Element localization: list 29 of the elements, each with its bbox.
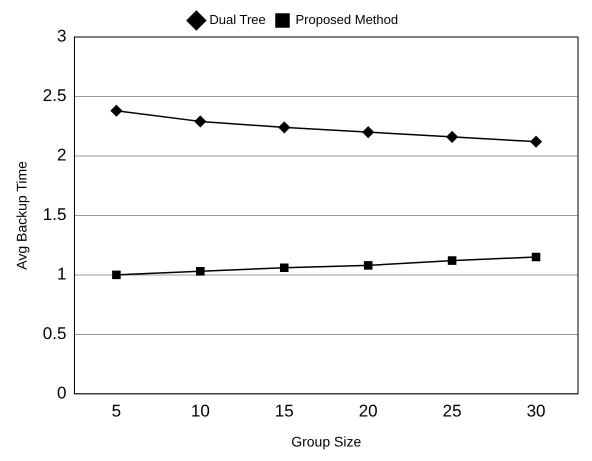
point bbox=[530, 136, 542, 148]
point bbox=[194, 116, 206, 128]
y-tick-label: 0.5 bbox=[42, 324, 66, 344]
y-tick-label: 2 bbox=[56, 146, 66, 165]
point bbox=[362, 126, 374, 138]
y-axis-title: Avg Backup Time bbox=[13, 160, 30, 270]
y-tick-label: 1 bbox=[56, 264, 66, 284]
x-tick-label: 5 bbox=[112, 402, 122, 421]
x-tick-label: 10 bbox=[190, 402, 210, 421]
y-tick-label: 1.5 bbox=[42, 205, 66, 224]
y-tick-label: 2.5 bbox=[42, 86, 66, 106]
point bbox=[446, 131, 458, 143]
point bbox=[112, 270, 121, 280]
point bbox=[448, 256, 456, 265]
point bbox=[278, 122, 290, 134]
point bbox=[280, 263, 289, 272]
point bbox=[196, 267, 205, 276]
x-tick-label: 20 bbox=[358, 402, 378, 421]
x-tick-label: 30 bbox=[526, 402, 546, 421]
x-tick-label: 25 bbox=[442, 402, 462, 421]
point bbox=[532, 252, 540, 262]
x-axis-title: Group Size bbox=[291, 433, 362, 450]
x-tick-label: 15 bbox=[274, 402, 294, 421]
y-tick-label: 3 bbox=[56, 26, 66, 46]
legend-label: Dual Tree bbox=[209, 12, 266, 28]
y-tick-label: 0 bbox=[56, 383, 66, 402]
legend-label: Proposed Method bbox=[295, 12, 398, 28]
point bbox=[364, 261, 372, 270]
point bbox=[110, 104, 122, 116]
